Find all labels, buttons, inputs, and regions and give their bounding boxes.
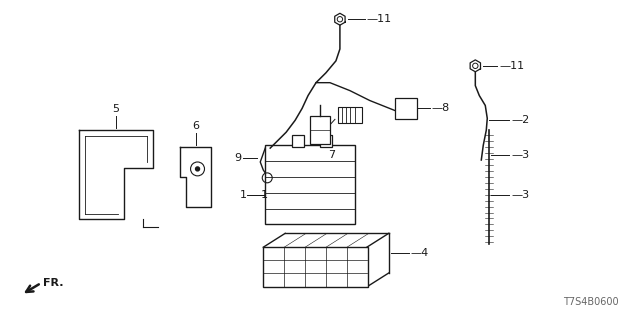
Bar bbox=[310, 116, 330, 144]
Bar bbox=[320, 135, 332, 147]
Text: —11: —11 bbox=[499, 61, 524, 71]
Text: —8: —8 bbox=[431, 103, 450, 114]
Text: 9: 9 bbox=[234, 153, 241, 163]
Bar bbox=[265, 145, 355, 224]
Bar bbox=[263, 247, 368, 287]
Text: 7: 7 bbox=[328, 150, 335, 160]
Circle shape bbox=[196, 167, 200, 171]
Bar bbox=[292, 135, 304, 147]
Text: T7S4B0600: T7S4B0600 bbox=[563, 297, 619, 307]
Text: —4: —4 bbox=[411, 248, 429, 258]
Text: —11: —11 bbox=[367, 14, 392, 24]
Bar bbox=[395, 98, 417, 119]
Text: FR.: FR. bbox=[44, 278, 64, 288]
Text: 6: 6 bbox=[192, 121, 199, 131]
Text: —3: —3 bbox=[511, 190, 529, 200]
Text: 1: 1 bbox=[240, 190, 247, 200]
Text: —3: —3 bbox=[511, 150, 529, 160]
Text: —2: —2 bbox=[511, 115, 529, 125]
Text: 5: 5 bbox=[113, 104, 120, 114]
Text: —1: —1 bbox=[250, 190, 268, 200]
Text: 10: 10 bbox=[316, 132, 330, 142]
Bar bbox=[338, 108, 362, 123]
